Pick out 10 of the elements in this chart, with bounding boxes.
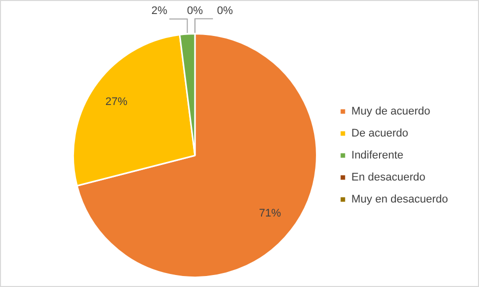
text: 0% [216,4,233,17]
legend-label: Indiferente [351,150,404,162]
data-label: 27% [105,96,128,108]
legend-label: En desacuerdo [351,172,426,184]
legend-label: De acuerdo [351,128,408,140]
text: 0% [186,4,203,17]
legend-label: Muy en desacuerdo [351,194,448,206]
data-label: 71% [258,208,282,220]
legend-label: Muy de acuerdo [351,106,430,118]
data-label: 2% [151,5,168,18]
